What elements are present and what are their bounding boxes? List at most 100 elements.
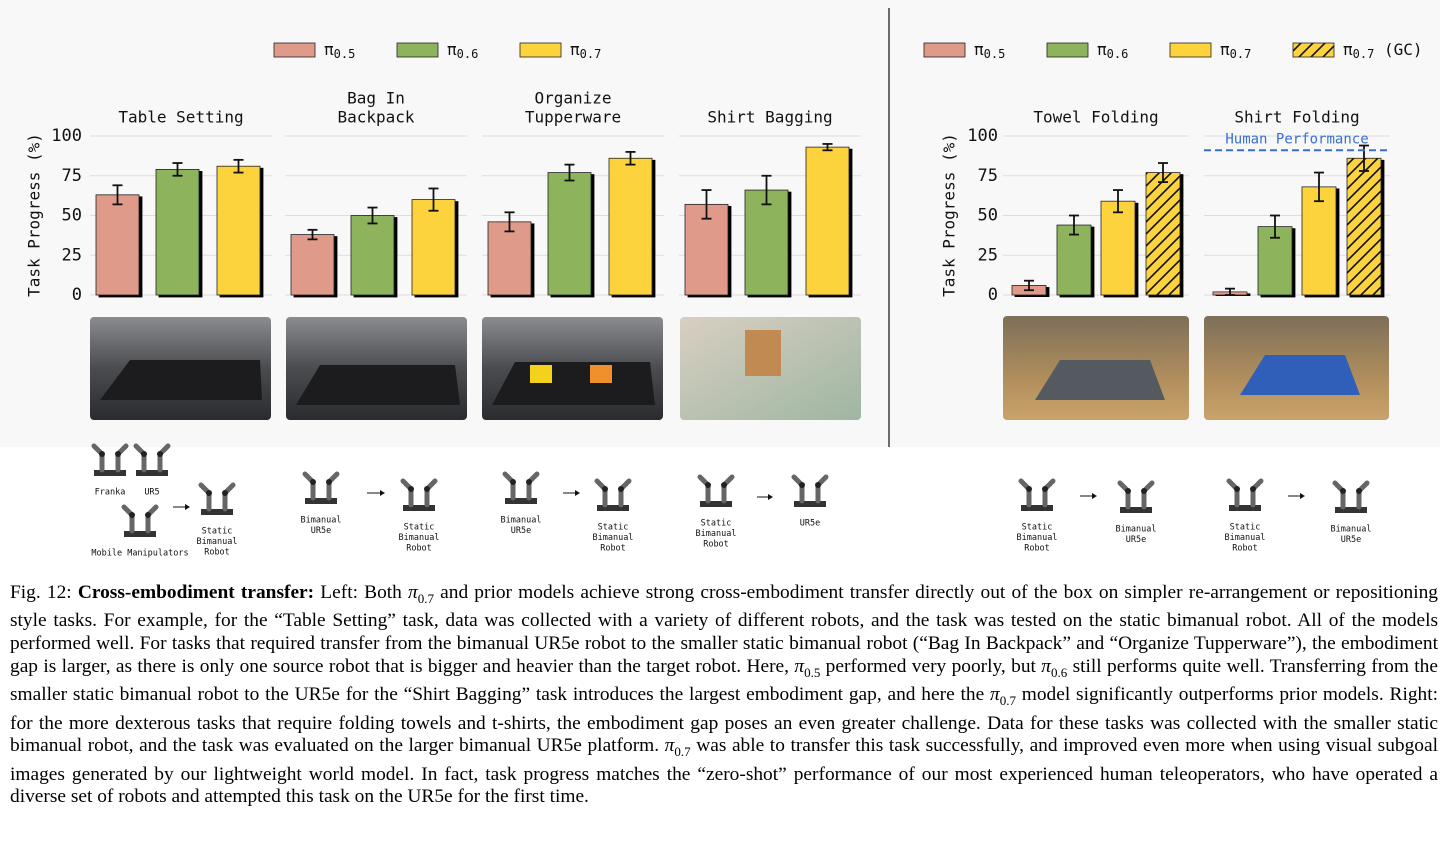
robot-joint xyxy=(408,486,414,492)
photo-detail xyxy=(1240,355,1360,395)
error-bar xyxy=(367,206,378,225)
error-bar xyxy=(1158,162,1168,184)
error-bar xyxy=(625,150,636,166)
embodiment-label: Mobile Manipulators xyxy=(91,549,188,559)
robot-arm xyxy=(526,471,540,501)
embodiment-label: UR5e xyxy=(1126,535,1146,545)
embodiment-label: Bimanual xyxy=(399,533,440,543)
photo-detail xyxy=(530,365,552,383)
robot-base xyxy=(700,501,732,507)
robot-icon xyxy=(594,478,632,511)
robot-icon xyxy=(133,443,171,476)
panel-title: Tupperware xyxy=(525,108,621,127)
y-tick-label: 0 xyxy=(72,285,82,305)
error-bar xyxy=(1270,214,1280,239)
embodiment-label: Robot xyxy=(703,540,729,550)
bar xyxy=(95,194,140,296)
error-bar xyxy=(112,184,123,206)
robot-joint xyxy=(526,479,532,485)
caption-math: π0.5 xyxy=(794,656,820,680)
robot-joint xyxy=(1141,488,1147,494)
arrow-head xyxy=(575,490,580,496)
robot-joint xyxy=(157,451,163,457)
error-bar xyxy=(1225,287,1235,296)
embodiment-label: Static xyxy=(1022,523,1053,533)
bar xyxy=(805,146,850,296)
embodiment-label: Static xyxy=(1230,523,1261,533)
robot-base xyxy=(597,505,629,511)
robot-joint xyxy=(799,482,805,488)
caption-text: performed very poorly, but xyxy=(820,655,1042,677)
robot-arm xyxy=(1042,478,1056,508)
legend-swatch xyxy=(923,42,966,58)
embodiment-label: Bimanual xyxy=(501,516,542,526)
robot-base xyxy=(1021,505,1053,511)
robot-arm xyxy=(400,478,414,508)
error-bar xyxy=(504,211,515,233)
panel-title: Shirt Bagging xyxy=(707,108,832,127)
error-bar xyxy=(822,143,833,152)
caption-math: π0.6 xyxy=(1041,656,1068,680)
embodiment-label: UR5 xyxy=(144,488,159,498)
bar xyxy=(547,172,592,296)
error-bar xyxy=(233,158,244,174)
robot-icon xyxy=(400,478,438,511)
arrow-head xyxy=(768,494,773,500)
photo-detail xyxy=(100,360,262,400)
embodiment-label: Robot xyxy=(1024,544,1050,554)
robot-arm xyxy=(791,474,805,504)
legend-label: π0.7 (GC) xyxy=(1343,40,1423,61)
panel-title: Table Setting xyxy=(118,108,243,127)
error-bar xyxy=(1113,189,1123,214)
robot-arm xyxy=(121,504,135,534)
robot-icon xyxy=(1226,478,1264,511)
robot-base xyxy=(403,505,435,511)
robot-joint xyxy=(1042,486,1048,492)
embodiment-label: Static xyxy=(404,523,435,533)
embodiment-label: Bimanual xyxy=(1017,533,1058,543)
robot-joint xyxy=(721,482,727,488)
caption-math: π0.7 xyxy=(408,582,434,606)
photo-detail xyxy=(745,330,781,376)
y-tick-label: 100 xyxy=(967,126,998,146)
arrow-head xyxy=(1300,493,1305,499)
math-subscript: 0.6 xyxy=(1050,664,1068,680)
legend-swatch xyxy=(1169,42,1212,58)
robot-icon xyxy=(121,504,159,537)
error-bar xyxy=(564,163,575,182)
robot-arm xyxy=(721,474,735,504)
math-symbol: π xyxy=(989,684,1000,706)
panel-title: Shirt Folding xyxy=(1234,108,1359,127)
math-symbol: π xyxy=(408,582,418,603)
robot-arm xyxy=(157,443,171,473)
panel-title: Towel Folding xyxy=(1033,108,1158,127)
math-symbol: π xyxy=(664,735,675,757)
robot-icon xyxy=(91,443,129,476)
embodiment-label: UR5e xyxy=(1341,535,1361,545)
math-subscript: 0.7 xyxy=(674,744,691,760)
y-tick-label: 0 xyxy=(988,285,998,305)
embodiment-label: Bimanual xyxy=(301,516,342,526)
robot-joint xyxy=(424,486,430,492)
caption-text: and prior models achieve strong cross-em… xyxy=(10,582,1438,677)
robot-joint xyxy=(310,479,316,485)
robot-arm xyxy=(1332,480,1346,510)
robot-joint xyxy=(326,479,332,485)
robot-arm xyxy=(198,482,212,512)
robot-icon xyxy=(697,474,735,507)
embodiment-label: Bimanual xyxy=(1225,533,1266,543)
robot-arm xyxy=(91,443,105,473)
photo-detail xyxy=(1035,360,1165,400)
legend-swatch xyxy=(1292,42,1335,58)
error-bar xyxy=(701,189,712,220)
math-subscript: 0.7 xyxy=(999,693,1016,708)
caption-text: still performs quite well. Transferring … xyxy=(10,655,1438,706)
robot-joint xyxy=(115,451,121,457)
arrow-head xyxy=(380,490,385,496)
panel-title: Bag In xyxy=(347,89,405,108)
y-tick-label: 50 xyxy=(62,206,82,226)
bar xyxy=(411,199,456,296)
robot-joint xyxy=(141,451,147,457)
y-tick-label: 75 xyxy=(978,166,998,186)
photo-detail xyxy=(296,365,460,405)
